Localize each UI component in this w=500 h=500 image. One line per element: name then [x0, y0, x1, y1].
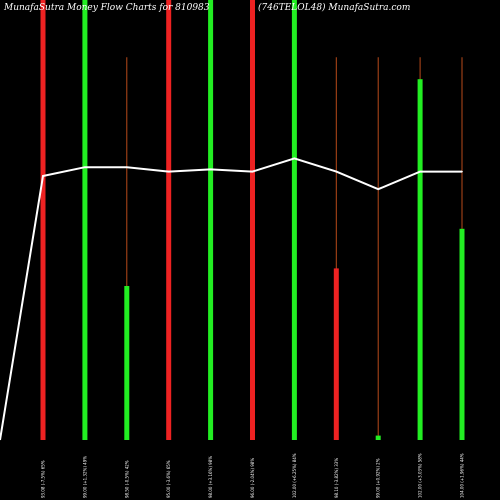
line-point-7 — [293, 157, 296, 160]
tick-label-10: 102.00 (+3.03%) 58% — [418, 453, 423, 498]
tick-label-3: 98.50 (-0.5%) 42% — [124, 460, 129, 498]
bar-3 — [124, 286, 130, 440]
tick-label-11: 104.00 (+1.96%) 44% — [460, 453, 465, 498]
bar-10 — [417, 79, 423, 440]
tick-label-1: 93.08 (-7.5%) 65% — [41, 460, 46, 498]
money-flow-line — [0, 157, 462, 441]
tick-label-6: 96.00 (-2.04%) 98% — [250, 458, 255, 498]
bar-4 — [166, 0, 172, 440]
tick-label-2: 99.00 (+1.32%) 49% — [82, 456, 87, 498]
bar-11 — [459, 228, 465, 440]
bar-layer — [40, 0, 465, 440]
bar-8 — [333, 268, 339, 440]
line-point-1 — [42, 175, 44, 177]
line-point-6 — [251, 170, 254, 173]
line-point-4 — [167, 170, 170, 173]
line-point-9 — [377, 188, 380, 190]
line-point-5 — [209, 168, 212, 171]
bar-9 — [375, 435, 381, 440]
line-point-11 — [461, 170, 463, 173]
line-layer — [0, 157, 463, 441]
bar-2 — [82, 0, 88, 440]
tick-label-8: 98.10 (-3.82%) 33% — [334, 458, 339, 498]
line-point-8 — [335, 170, 338, 173]
bar-1 — [40, 0, 46, 440]
chart-subtitle: (746TELOL48) MunafaSutra.com — [258, 2, 410, 13]
line-point-3 — [126, 166, 128, 168]
chart-title: MunafaSutra Money Flow Charts for 810983 — [3, 3, 210, 13]
tick-label-4: 95.00 (-3.6%) 65% — [166, 460, 171, 498]
line-point-10 — [419, 170, 421, 173]
bar-7 — [291, 0, 297, 440]
tick-label-layer: 93.08 (-7.5%) 65% 99.00 (+1.32%) 49% 98.50… — [41, 453, 465, 498]
tick-label-9: 99.00 (+0.92%) 2% — [376, 458, 381, 498]
bar-6 — [250, 0, 255, 440]
tick-label-5: 98.00 (+3.16%) 98% — [208, 456, 213, 498]
tick-label-7: 102.00 (+6.25%) 84% — [292, 453, 297, 498]
line-point-2 — [84, 166, 86, 168]
bar-5 — [208, 0, 214, 440]
